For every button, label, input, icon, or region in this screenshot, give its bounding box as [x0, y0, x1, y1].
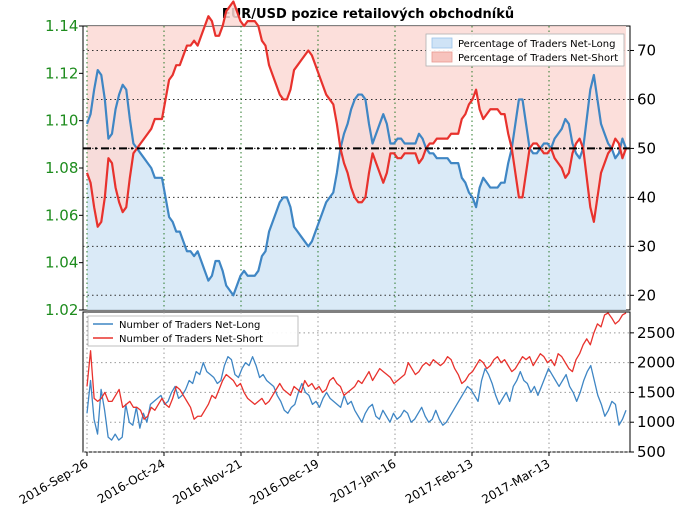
legend-label-net-long-count: Number of Traders Net-Long — [119, 320, 260, 331]
date-tick-label: 2016-Dec-19 — [247, 456, 321, 507]
upper-series-lines — [85, 0, 628, 297]
upper-legend: Percentage of Traders Net-Long Percentag… — [425, 33, 625, 67]
left-tick-label: 1.10 — [45, 112, 78, 130]
chart-title: EUR/USD pozice retailových obchodníků — [222, 7, 514, 22]
series-line-count-net-long — [86, 356, 627, 441]
legend-label-net-short-pct: Percentage of Traders Net-Short — [458, 53, 618, 64]
right-tick-label: 50 — [637, 139, 656, 157]
legend-swatch-net-long-pct — [431, 37, 453, 49]
right-tick-label: 40 — [637, 188, 656, 206]
series-line-pct-net-short — [85, 0, 628, 228]
right-tick-label: 60 — [637, 90, 656, 108]
upper-panel: 1.02 1.04 1.06 1.08 1.10 1.12 1.14 20 30 40 50 60 7… — [45, 0, 656, 319]
trader-count-axis-ticks: 500 1000 1500 2000 2500 — [630, 324, 675, 461]
percentage-axis-ticks: 20 30 40 50 60 70 — [630, 41, 656, 304]
right-tick-label: 500 — [637, 443, 666, 461]
upper-legend-box — [425, 33, 625, 67]
lower-series-lines — [86, 312, 627, 441]
right-tick-label: 1500 — [637, 383, 675, 401]
date-tick-label: 2017-Mar-13 — [479, 456, 552, 506]
left-tick-label: 1.12 — [45, 64, 78, 82]
price-axis-ticks: 1.02 1.04 1.06 1.08 1.10 1.12 1.14 — [45, 17, 83, 319]
lower-legend-box — [87, 315, 299, 347]
series-line-count-net-short — [86, 312, 627, 420]
left-tick-label: 1.02 — [45, 301, 78, 319]
right-tick-label: 20 — [637, 286, 656, 304]
left-tick-label: 1.08 — [45, 159, 78, 177]
legend-label-net-short-count: Number of Traders Net-Short — [119, 334, 263, 345]
left-tick-label: 1.14 — [45, 17, 78, 35]
right-tick-label: 1000 — [637, 413, 675, 431]
lower-panel: 500 1000 1500 2000 2500 Number of Traders Ne… — [82, 311, 675, 461]
left-tick-label: 1.04 — [45, 254, 78, 272]
right-tick-label: 2000 — [637, 354, 675, 372]
legend-label-net-long-pct: Percentage of Traders Net-Long — [458, 39, 616, 50]
left-tick-label: 1.06 — [45, 206, 78, 224]
date-tick-label: 2017-Jan-16 — [328, 456, 399, 505]
series-line-pct-net-long — [85, 68, 628, 297]
date-tick-label: 2016-Sep-26 — [17, 456, 91, 507]
right-tick-label: 70 — [637, 41, 656, 59]
date-tick-label: 2017-Feb-13 — [403, 456, 476, 506]
right-tick-label: 30 — [637, 237, 656, 255]
lower-legend: Number of Traders Net-Long Number of Tra… — [87, 315, 299, 347]
date-axis-ticks: 2016-Sep-26 2016-Oct-24 2016-Nov-21 2016-De… — [17, 452, 553, 507]
date-tick-label: 2016-Oct-24 — [95, 456, 167, 506]
legend-swatch-net-short-pct — [431, 51, 453, 63]
right-tick-label: 2500 — [637, 324, 675, 342]
date-tick-label: 2016-Nov-21 — [170, 456, 244, 507]
